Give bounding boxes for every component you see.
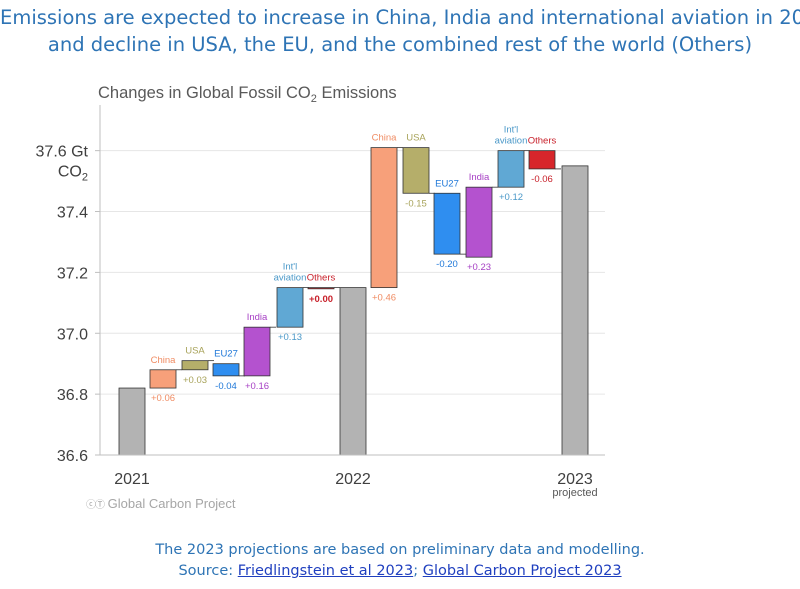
- change-value-label: -0.20: [436, 259, 458, 270]
- change-value-label: +0.12: [499, 192, 523, 203]
- chart-title: Changes in Global Fossil CO2 Emissions: [98, 84, 397, 105]
- headline: Emissions are expected to increase in Ch…: [0, 4, 800, 58]
- year-total-bar: [339, 287, 367, 456]
- cc-license-icon: ⓒⓉ: [86, 500, 105, 511]
- footer-note: The 2023 projections are based on prelim…: [155, 542, 645, 558]
- headline-line-2: and decline in USA, the EU, and the comb…: [47, 33, 753, 56]
- change-name-label: USA: [406, 133, 426, 144]
- change-value-label: -0.15: [405, 198, 427, 209]
- change-name-label: India: [469, 172, 490, 183]
- change-bar: [402, 147, 430, 194]
- x-tick-label: 2023: [557, 471, 593, 488]
- x-tick-label: 2021: [114, 471, 150, 488]
- axes: 37.6 Gt CO2 37.4 37.2 37.0 36.8 36.6 2021 2022 20…: [36, 105, 605, 499]
- data-labels: China +0.06 USA +0.03 EU27 -0.04 India +0.16 Int…: [151, 125, 557, 404]
- change-name-label: Others: [528, 136, 557, 147]
- change-name-label: EU27: [214, 349, 238, 360]
- source-prefix: Source:: [178, 563, 238, 579]
- change-value-label: +0.03: [183, 375, 207, 386]
- y-tick-label: 37.2: [57, 265, 88, 282]
- change-bar: [212, 363, 240, 377]
- change-name-label: India: [247, 312, 268, 323]
- credit: ⓒⓉ Global Carbon Project: [86, 496, 236, 511]
- change-name-label: aviation: [495, 136, 528, 147]
- change-name-label: USA: [185, 346, 205, 357]
- friedlingstein-link[interactable]: Friedlingstein et al 2023: [237, 563, 414, 579]
- change-bar: [307, 287, 335, 290]
- change-bar: [465, 186, 493, 258]
- change-name-label: Int'l: [504, 125, 519, 136]
- y-unit-sub: 2: [82, 172, 88, 184]
- change-bar: [528, 150, 556, 170]
- year-total-bar: [118, 387, 146, 456]
- bars: [118, 147, 589, 456]
- change-value-label: -0.06: [531, 174, 553, 185]
- change-value-label: +0.00: [309, 294, 333, 305]
- change-bar: [243, 326, 271, 377]
- y-tick-label: 37.6 Gt: [36, 144, 89, 161]
- change-bar: [149, 369, 177, 389]
- change-name-label: aviation: [274, 273, 307, 284]
- gcp-link[interactable]: Global Carbon Project 2023: [422, 563, 622, 579]
- y-tick-label: 36.8: [57, 387, 88, 404]
- change-value-label: +0.06: [151, 393, 175, 404]
- headline-line-1: Emissions are expected to increase in Ch…: [0, 6, 800, 29]
- x-tick-label: 2022: [335, 471, 371, 488]
- source-separator: ;: [413, 563, 423, 579]
- footer-source: Source: Friedlingstein et al 2023; Globa…: [0, 561, 800, 582]
- change-name-label: China: [151, 355, 177, 366]
- y-unit-main: CO: [58, 164, 82, 181]
- change-name-label: EU27: [435, 178, 459, 189]
- change-value-label: +0.16: [245, 381, 269, 392]
- change-value-label: +0.46: [372, 293, 396, 304]
- change-name-label: China: [372, 133, 398, 144]
- change-bar: [497, 150, 525, 188]
- change-name-label: Others: [307, 273, 336, 284]
- change-bar: [370, 147, 398, 289]
- change-bar: [433, 192, 461, 255]
- change-name-label: Int'l: [283, 262, 298, 273]
- change-value-label: +0.13: [278, 332, 302, 343]
- change-value-label: +0.23: [467, 262, 491, 273]
- change-value-label: -0.04: [215, 381, 237, 392]
- y-tick-label: 36.6: [57, 448, 88, 465]
- y-tick-label: 37.4: [57, 205, 88, 222]
- y-unit-label: CO2: [58, 164, 88, 184]
- y-tick-label: 37.0: [57, 326, 88, 343]
- credit-text: Global Carbon Project: [107, 496, 236, 511]
- footer: The 2023 projections are based on prelim…: [0, 540, 800, 582]
- change-bar: [276, 287, 304, 328]
- x-tick-sublabel: projected: [552, 487, 597, 499]
- year-total-bar: [561, 165, 589, 456]
- change-bar: [181, 360, 209, 371]
